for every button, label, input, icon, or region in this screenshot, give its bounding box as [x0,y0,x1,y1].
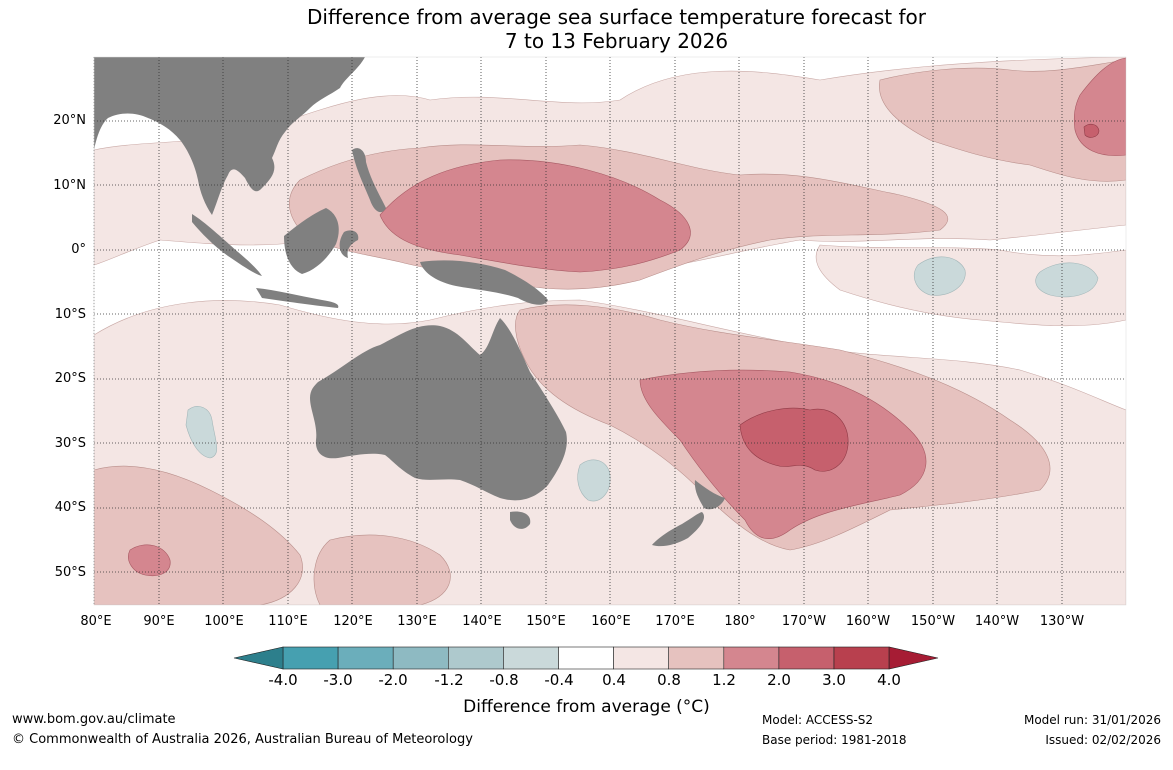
colorbar-segments [233,646,939,670]
colorbar-label: 4.0 [877,671,901,689]
anomaly-area-strong-northeast [1083,123,1100,138]
colorbar-segment [668,646,725,670]
lon-label-170w: 170°W [781,614,827,629]
colorbar-segment [337,646,394,670]
colorbar-extend-high [888,646,939,670]
lon-label-150w: 150°W [910,614,956,629]
graticule [93,57,1126,605]
anomaly-area-cool-east-1 [914,256,966,296]
lat-label-20n: 20°N [53,113,86,128]
colorbar-label: 0.8 [657,671,681,689]
landmass-asia [94,57,365,215]
landmass-java [256,288,339,308]
colorbar-segment [447,646,504,670]
colorbar-label: -1.2 [434,671,464,689]
anomaly-area-warm-patch-south [128,544,171,577]
colorbar [233,646,939,670]
colorbar-label: 3.0 [822,671,846,689]
colorbar-title: Difference from average (°C) [463,697,710,717]
lat-label-10s: 10°S [54,307,86,322]
colorbar-label: 0.4 [602,671,626,689]
anomaly-area-medium-tasman [313,534,451,605]
colorbar-segment [558,646,614,670]
anomaly-area-warm-equatorial [379,159,691,273]
landmass-philippines [352,148,386,213]
colorbar-label: -0.8 [489,671,519,689]
lon-label-140w: 140°W [974,614,1020,629]
colorbar-segment [778,646,835,670]
lon-label-120e: 120°E [333,614,373,629]
colorbar-extend-low [233,646,284,670]
lon-label-180: 180° [724,614,756,629]
colorbar-segment [503,646,559,670]
colorbar-label: -0.4 [544,671,574,689]
colorbar-label: -4.0 [268,671,298,689]
issued-date: Issued: 02/02/2026 [1045,733,1161,747]
colorbar-segment [613,646,669,670]
landmass-sulawesi [339,230,359,258]
colorbar-segment [723,646,780,670]
colorbar-label: -2.0 [378,671,408,689]
anomaly-area-light-east [815,244,1126,327]
copyright-text: © Commonwealth of Australia 2026, Austra… [12,732,473,747]
colorbar-segment [833,646,890,670]
landmass-sumatra [192,214,262,276]
title-line-2: 7 to 13 February 2026 [504,29,729,53]
lat-label-40s: 40°S [54,500,86,515]
lat-label-20s: 20°S [54,371,86,386]
model-name: Model: ACCESS-S2 [762,713,874,727]
lon-label-100e: 100°E [204,614,244,629]
lat-label-30s: 30°S [54,436,86,451]
colorbar-segment [282,646,339,670]
landmass-new-zealand-north [694,480,725,510]
lat-label-10n: 10°N [53,178,86,193]
colorbar-label: -3.0 [323,671,353,689]
chart-title: Difference from average sea surface temp… [0,5,1173,53]
anomaly-area-cool-indian [185,406,217,459]
lon-label-150e: 150°E [526,614,566,629]
base-period: Base period: 1981-2018 [762,733,907,747]
landmass-new-guinea [420,260,548,305]
sst-anomaly-map [93,56,1127,606]
lon-label-160w: 160°W [845,614,891,629]
lat-label-50s: 50°S [54,565,86,580]
lon-label-160e: 160°E [591,614,631,629]
lon-label-110e: 110°E [268,614,308,629]
map-frame [93,56,1127,606]
colorbar-segment [392,646,449,670]
lon-label-90e: 90°E [143,614,175,629]
colorbar-label: 1.2 [712,671,736,689]
anomaly-area-medium-northeast [879,59,1126,182]
lon-label-170e: 170°E [655,614,695,629]
title-line-1: Difference from average sea surface temp… [306,5,926,29]
landmass-new-zealand-south [652,512,705,547]
lon-label-80e: 80°E [80,614,112,629]
colorbar-label: 2.0 [767,671,791,689]
lat-label-0: 0° [71,242,86,257]
anomaly-area-strong-south-pacific [739,407,849,472]
lon-label-130e: 130°E [397,614,437,629]
landmass-australia [310,318,567,501]
landmass-borneo [284,208,339,274]
anomaly-area-cool-tasman [577,459,611,502]
lon-label-130w: 130°W [1039,614,1085,629]
anomaly-area-cool-east-2 [1035,262,1099,298]
model-run-date: Model run: 31/01/2026 [1023,713,1161,727]
lon-label-140e: 140°E [462,614,502,629]
landmass-tasmania [510,511,531,529]
website-link[interactable]: www.bom.gov.au/climate [12,712,176,727]
